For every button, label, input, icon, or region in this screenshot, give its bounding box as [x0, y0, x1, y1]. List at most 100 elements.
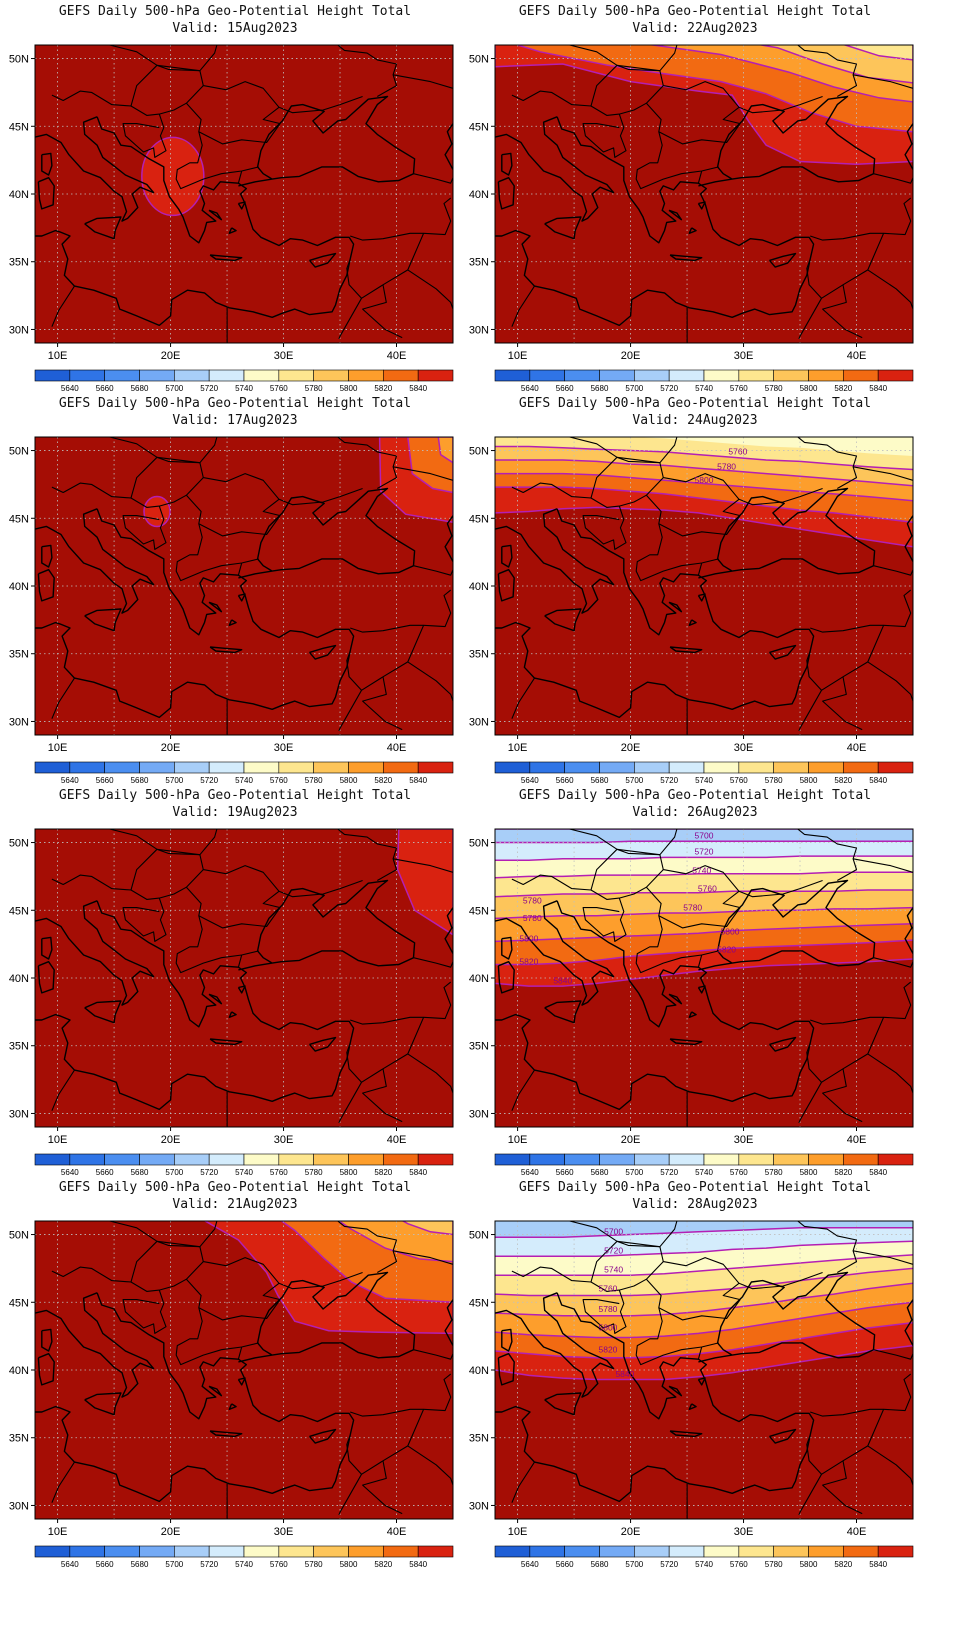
colorbar-swatch [773, 1545, 809, 1558]
panel-valid-date: Valid: 28Aug2023 [632, 1197, 758, 1212]
coastline [501, 152, 513, 176]
country-border [175, 1278, 259, 1366]
country-border [582, 505, 627, 550]
country-border [393, 74, 453, 89]
colorbar-swatch [417, 1153, 454, 1166]
colorbar-label: 5740 [695, 384, 713, 393]
lat-tick-label: 35N [469, 257, 489, 269]
country-border [858, 957, 913, 968]
lat-tick-label: 30N [9, 1108, 29, 1120]
coastline [238, 95, 416, 187]
coastline [208, 209, 223, 221]
colorbar-label: 5720 [660, 776, 678, 785]
colorbar-label: 5760 [730, 1168, 748, 1177]
colorbar-label: 5680 [131, 776, 149, 785]
country-border [362, 676, 403, 731]
lon-tick-label: 20E [161, 742, 181, 754]
lat-tick-label: 45N [469, 513, 489, 525]
coastline [904, 515, 913, 562]
colorbar-label: 5780 [765, 776, 783, 785]
lat-tick-label: 35N [9, 649, 29, 661]
colorbar: 5640 5660 5680 5700 5720 5740 5760 5780 5800 5820… [34, 369, 454, 393]
coastline [544, 608, 582, 632]
country-border [858, 1349, 913, 1360]
colorbar-label: 5780 [765, 1168, 783, 1177]
country-border [853, 74, 913, 89]
panel-title: GEFS Daily 500-hPa Geo-Potential Height … [518, 1180, 872, 1195]
country-border [867, 269, 913, 310]
colorbar-swatch [668, 1153, 705, 1166]
country-border [511, 1240, 741, 1301]
contour-line [495, 1267, 913, 1297]
lat-tick-label: 40N [9, 581, 29, 593]
colorbar-swatch [348, 369, 384, 382]
country-border [237, 954, 243, 968]
colorbar-swatch [808, 1153, 844, 1166]
colorbar-swatch [564, 761, 600, 774]
plot-area: 5700 5720 5740 5760 5780 5800 5820 5840 [495, 1221, 913, 1519]
map-panel-2: GEFS Daily 500-hPa Geo-Potential Height … [460, 0, 930, 410]
colorbar-swatch [877, 369, 914, 382]
country-border [393, 466, 453, 481]
coastline [308, 252, 337, 268]
lon-tick-label: 30E [734, 1134, 754, 1146]
colorbar-swatch [278, 369, 314, 382]
country-border [635, 886, 719, 974]
contour-label: 5840 [615, 1369, 634, 1379]
coastline [669, 646, 703, 654]
colorbar-label: 5700 [165, 384, 183, 393]
panel-valid-date: Valid: 17Aug2023 [172, 413, 298, 428]
contour-line [495, 958, 913, 987]
colorbar-swatch [668, 369, 705, 382]
colorbar-swatch [808, 369, 844, 382]
coastlines [495, 1221, 913, 1519]
country-border [676, 45, 858, 97]
coastline [208, 601, 223, 613]
colorbar-swatch [208, 1153, 245, 1166]
colorbar-label: 5720 [200, 776, 218, 785]
colorbar-swatch [69, 369, 105, 382]
coastline [501, 544, 513, 568]
colorbar-label: 5680 [131, 1168, 149, 1177]
contour-5840-region [141, 136, 205, 217]
colorbar-swatch [348, 1545, 384, 1558]
plot-area [35, 1221, 453, 1519]
coastlines [35, 829, 453, 1127]
colorbar-label: 5780 [305, 384, 323, 393]
lon-tick-label: 40E [847, 742, 867, 754]
coastline [668, 1385, 683, 1397]
coastline [237, 1377, 246, 1386]
country-border [810, 589, 912, 633]
country-border [658, 1299, 741, 1321]
lon-tick-label: 20E [621, 742, 641, 754]
country-border [798, 1082, 822, 1124]
colorbar-label: 5700 [625, 1168, 643, 1177]
lat-tick-label: 45N [9, 1297, 29, 1309]
lon-tick-label: 20E [621, 350, 641, 362]
coastline [497, 177, 515, 210]
map-panel-3: GEFS Daily 500-hPa Geo-Potential Height … [0, 392, 470, 802]
country-border [216, 829, 398, 881]
colorbar-swatch [738, 369, 774, 382]
panel-valid-date: Valid: 22Aug2023 [632, 21, 758, 36]
colorbar-swatch [494, 761, 531, 774]
colorbar-swatch [494, 1545, 531, 1558]
colorbar-label: 5680 [591, 1560, 609, 1569]
coastline [698, 95, 876, 187]
panel-title: GEFS Daily 500-hPa Geo-Potential Height … [518, 788, 872, 803]
colorbar-label: 5680 [131, 1560, 149, 1569]
lat-tick-label: 50N [469, 1230, 489, 1242]
contour-label: 5740 [604, 1264, 623, 1274]
colorbar-label: 5760 [270, 384, 288, 393]
coastline [228, 227, 237, 234]
lat-tick-label: 35N [9, 1041, 29, 1053]
country-border [658, 123, 741, 145]
colorbar-swatch [877, 1545, 914, 1558]
coastline [544, 216, 582, 240]
country-border [511, 1461, 535, 1503]
coastline [35, 1292, 355, 1503]
map-panel-4: GEFS Daily 500-hPa Geo-Potential Height … [460, 392, 930, 802]
colorbar: 5640 5660 5680 5700 5720 5740 5760 5780 5800 5820… [494, 761, 914, 785]
background-5860 [35, 45, 453, 343]
coastline [669, 1430, 703, 1438]
